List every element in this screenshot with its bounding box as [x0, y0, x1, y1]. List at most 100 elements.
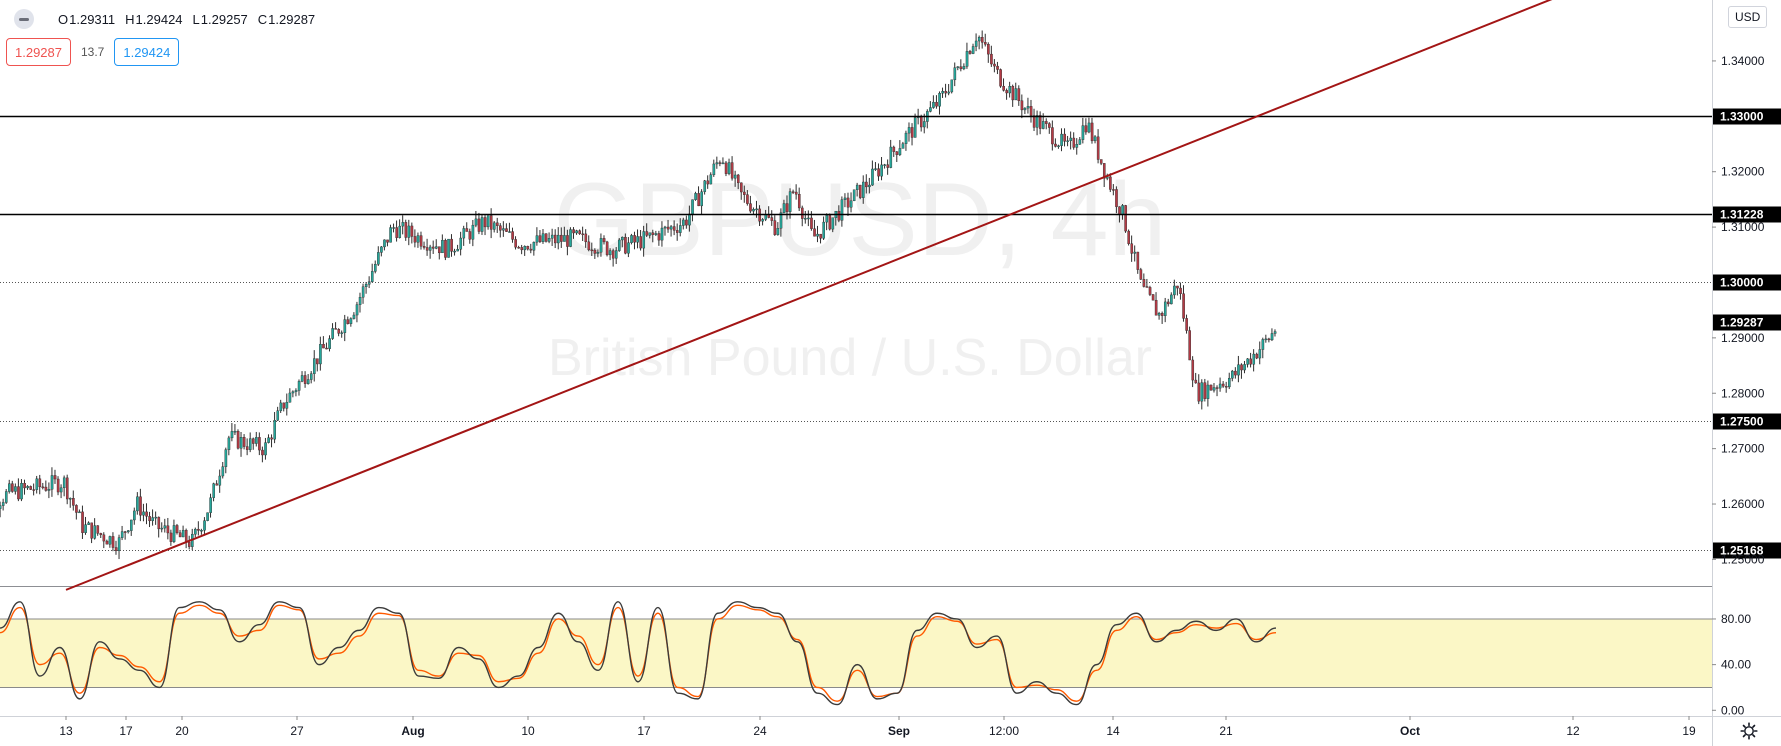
- candle-up: [0, 505, 2, 509]
- price-tick-label[interactable]: 1.31000: [1721, 220, 1765, 234]
- candle-down: [578, 230, 581, 235]
- ohlc-legend: O 1.29311 H 1.29424 L 1.29257 C 1.29287: [14, 6, 315, 32]
- candle-down: [72, 498, 75, 506]
- candle-down: [645, 231, 649, 236]
- candle-up: [26, 486, 29, 489]
- time-tick-label[interactable]: 24: [753, 724, 767, 738]
- candle-down: [489, 215, 493, 230]
- candle-up: [230, 431, 234, 439]
- candle-down: [282, 402, 286, 409]
- collapse-icon[interactable]: [14, 9, 34, 29]
- candle-down: [1038, 115, 1042, 129]
- candle-up: [898, 148, 902, 155]
- candle-up: [1057, 145, 1060, 147]
- buy-button[interactable]: 1.29424: [114, 38, 180, 66]
- candle-down: [999, 69, 1002, 87]
- price-tick-label[interactable]: 1.28000: [1721, 386, 1765, 400]
- axes[interactable]: 1.34000 1.32000 1.31000 1.29000 1.28000 1.270…: [59, 54, 1764, 738]
- time-tick-label[interactable]: 17: [637, 724, 651, 738]
- candle-up: [319, 344, 322, 365]
- time-tick-label[interactable]: 17: [119, 724, 133, 738]
- time-tick-label[interactable]: 12: [1566, 724, 1580, 738]
- stoch-tick-label[interactable]: 0.00: [1721, 703, 1745, 717]
- candle-up: [1206, 384, 1210, 399]
- price-tick-label[interactable]: 1.27000: [1721, 442, 1765, 456]
- time-tick-label[interactable]: 27: [290, 724, 304, 738]
- price-tick-label[interactable]: 1.25000: [1721, 552, 1765, 566]
- last-price-label: 1.29287: [1720, 316, 1764, 330]
- trendline-layer[interactable]: [65, 0, 1564, 591]
- candle-up: [807, 217, 810, 220]
- candle-up: [407, 225, 411, 238]
- candle-down: [1148, 287, 1152, 295]
- candle-down: [1115, 189, 1118, 207]
- level-label: 1.25168: [1720, 544, 1764, 558]
- time-tick-label[interactable]: 20: [175, 724, 189, 738]
- sell-button[interactable]: 1.29287: [6, 38, 71, 66]
- candle-down: [514, 239, 517, 248]
- candle-up: [1078, 139, 1082, 145]
- candle-down: [877, 168, 880, 177]
- candle-down: [1224, 386, 1228, 388]
- candle-down: [740, 182, 743, 193]
- candle-down: [1109, 176, 1112, 190]
- stoch-tick-label[interactable]: 40.00: [1721, 658, 1751, 672]
- candle-down: [746, 194, 749, 204]
- candle-down: [105, 540, 109, 545]
- stochastic-band: [0, 618, 1712, 688]
- time-tick-label[interactable]: Aug: [401, 724, 424, 738]
- time-tick-label[interactable]: 19: [1682, 724, 1696, 738]
- candle-up: [630, 235, 633, 243]
- candle-down: [505, 228, 508, 232]
- gear-icon[interactable]: [1736, 718, 1762, 744]
- candle-up: [883, 164, 886, 166]
- price-tick-label[interactable]: 1.32000: [1721, 165, 1765, 179]
- stochastic-pane[interactable]: [0, 601, 1712, 706]
- candle-down: [1102, 163, 1106, 179]
- candle-down: [584, 233, 588, 243]
- time-tick-label[interactable]: 14: [1106, 724, 1120, 738]
- candle-down: [718, 162, 722, 164]
- time-tick-label[interactable]: Sep: [888, 724, 910, 738]
- price-tick-label[interactable]: 1.29000: [1721, 331, 1765, 345]
- candle-up: [181, 529, 185, 538]
- trendline[interactable]: [65, 0, 1564, 591]
- candle-up: [977, 37, 981, 42]
- candle-down: [496, 222, 499, 226]
- candle-up: [389, 227, 392, 243]
- candle-up: [721, 162, 725, 165]
- candle-down: [1099, 159, 1103, 164]
- candle-up: [117, 537, 121, 552]
- candle-up: [1023, 107, 1027, 111]
- horizontal-levels[interactable]: 1.33000 1.31228 1.30000 1.27500 1.25168 1.292…: [0, 108, 1781, 559]
- time-tick-label[interactable]: 12:00: [989, 724, 1019, 738]
- currency-button[interactable]: USD: [1728, 6, 1768, 28]
- candle-down: [828, 215, 832, 230]
- candle-down: [1185, 318, 1188, 331]
- candle-down: [1160, 312, 1164, 316]
- candle-up: [694, 193, 697, 200]
- stoch-tick-label[interactable]: 80.00: [1721, 612, 1751, 626]
- time-tick-label[interactable]: Oct: [1400, 724, 1420, 738]
- candle-down: [773, 220, 777, 235]
- candle-up: [843, 197, 847, 200]
- time-tick-label[interactable]: 13: [59, 724, 73, 738]
- candle-down: [813, 228, 816, 237]
- candle-up: [532, 241, 536, 251]
- level-label-box: [1713, 108, 1781, 125]
- candle-down: [837, 210, 841, 221]
- candle-up: [133, 510, 136, 521]
- candle-up: [84, 524, 87, 533]
- candle-up: [535, 235, 539, 243]
- time-tick-label[interactable]: 10: [521, 724, 535, 738]
- price-tick-label[interactable]: 1.34000: [1721, 54, 1765, 68]
- candle-up: [172, 525, 176, 542]
- candle-up: [569, 229, 572, 247]
- candle-down: [419, 235, 423, 247]
- candle-down: [215, 483, 219, 486]
- candle-up: [822, 221, 825, 239]
- candle-up: [300, 375, 304, 382]
- time-tick-label[interactable]: 21: [1219, 724, 1233, 738]
- price-tick-label[interactable]: 1.26000: [1721, 497, 1765, 511]
